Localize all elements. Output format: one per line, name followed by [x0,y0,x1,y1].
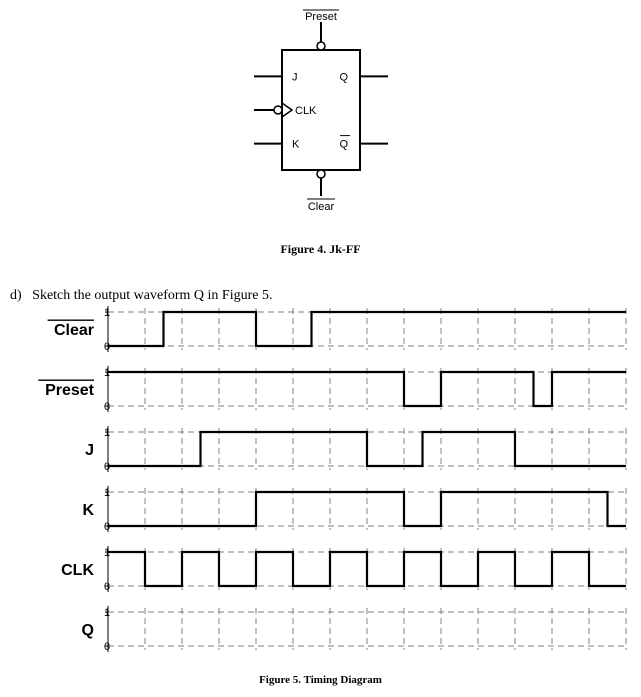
svg-text:1: 1 [104,427,110,439]
svg-text:Clear: Clear [307,201,334,213]
svg-text:J: J [292,71,298,83]
timing-diagram: Clear01Preset01J01K01CLK01Q01 [30,306,630,666]
svg-text:1: 1 [104,607,110,619]
svg-text:CLK: CLK [61,562,94,579]
svg-text:K: K [292,139,300,151]
question-body: Sketch the output waveform Q in Figure 5… [32,288,272,303]
question-d: d) Sketch the output waveform Q in Figur… [10,288,272,304]
svg-text:0: 0 [104,641,110,653]
svg-text:Preset: Preset [305,11,337,23]
figure-5-caption: Figure 5. Timing Diagram [0,674,641,686]
svg-text:Q: Q [339,71,348,83]
svg-text:J: J [85,442,94,459]
svg-text:1: 1 [104,487,110,499]
svg-text:K: K [82,502,94,519]
svg-text:0: 0 [104,581,110,593]
svg-text:Clear: Clear [54,322,94,339]
svg-text:Q: Q [82,622,94,639]
question-label: d) [10,288,22,303]
svg-text:0: 0 [104,401,110,413]
svg-text:Preset: Preset [45,382,95,399]
svg-text:Q: Q [339,139,348,151]
figure-4: Preset Clear J CLK K Q Q Figure 4. Jk-FF [0,8,641,257]
jk-ff-schematic: Preset Clear J CLK K Q Q [211,8,431,238]
figure-4-caption: Figure 4. Jk-FF [280,242,360,257]
figure-5: Clear01Preset01J01K01CLK01Q01 [30,306,630,671]
page: Preset Clear J CLK K Q Q Figure 4. Jk-FF d) Sk… [0,0,641,697]
svg-text:CLK: CLK [295,105,317,117]
svg-text:1: 1 [104,307,110,319]
